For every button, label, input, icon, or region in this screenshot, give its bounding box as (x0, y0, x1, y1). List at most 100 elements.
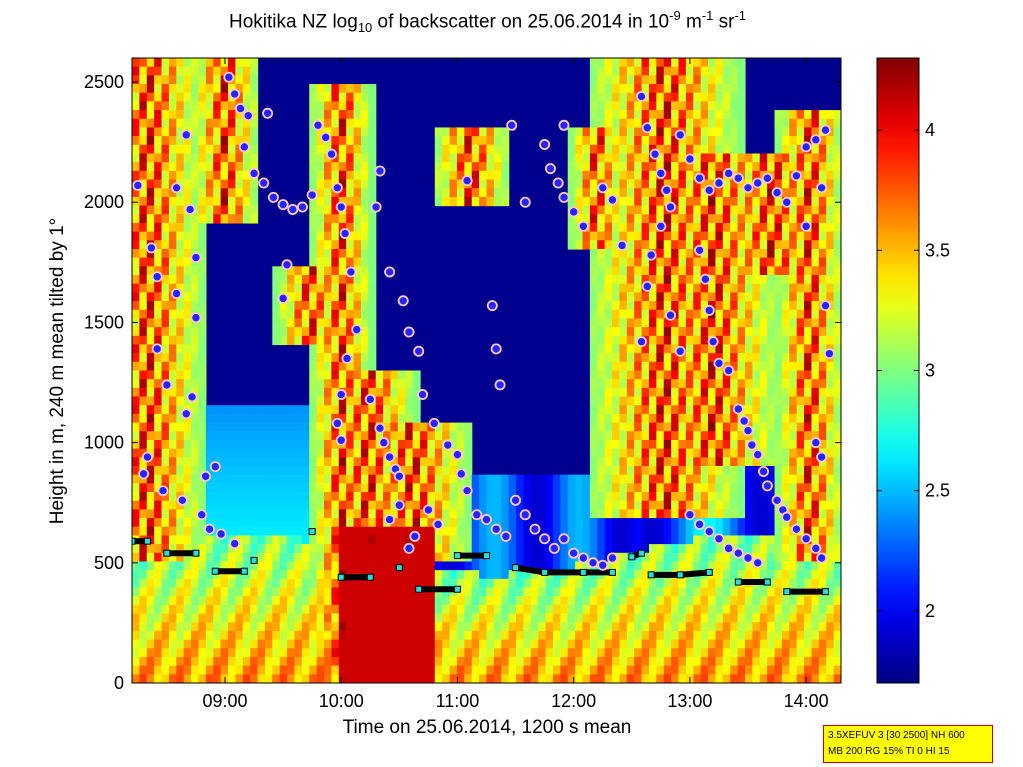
heatmap-cell (338, 162, 347, 172)
heatmap-cell (242, 118, 251, 129)
heatmap-cell (213, 622, 222, 632)
heatmap-cell (183, 153, 192, 163)
heatmap-cell (316, 639, 325, 649)
heatmap-cell (774, 344, 783, 354)
heatmap-cell (139, 422, 148, 432)
heatmap-cell (338, 535, 347, 545)
heatmap-cell (700, 84, 709, 94)
heatmap-cell (464, 465, 473, 476)
heatmap-cell (198, 257, 207, 267)
heatmap-cell (168, 196, 177, 207)
heatmap-cell (405, 413, 414, 424)
heatmap-cell (693, 257, 702, 267)
heatmap-cell (538, 526, 547, 537)
heatmap-cell (353, 413, 362, 424)
heatmap-cell (634, 570, 643, 580)
heatmap-cell (176, 283, 185, 293)
heatmap-cell (383, 396, 392, 406)
heatmap-cell (774, 301, 783, 311)
heatmap-cell (368, 370, 377, 380)
heatmap-cell (708, 379, 717, 389)
heatmap-cell (722, 153, 731, 163)
heatmap-cell (161, 630, 170, 641)
heatmap-cell (774, 292, 783, 302)
heatmap-cell (154, 431, 163, 441)
heatmap-cell (781, 136, 790, 146)
heatmap-cell (412, 656, 421, 667)
heatmap-cell (685, 309, 694, 320)
heatmap-cell (619, 75, 628, 85)
heatmap-cell (597, 127, 606, 137)
heatmap-cell (663, 136, 672, 146)
heatmap-cell (663, 483, 672, 493)
heatmap-cell (671, 405, 680, 415)
heatmap-cell (641, 552, 650, 563)
heatmap-cell (154, 222, 163, 233)
heatmap-cell (324, 318, 333, 328)
heatmap-cell (198, 535, 207, 545)
heatmap-cell (346, 413, 355, 424)
heatmap-cell (427, 578, 436, 589)
heatmap-cell (279, 431, 288, 441)
heatmap-cell (242, 136, 251, 146)
heatmap-cell (575, 170, 584, 181)
heatmap-cell (146, 309, 155, 320)
heatmap-cell (324, 214, 333, 224)
heatmap-cell (789, 552, 798, 563)
heatmap-cell (648, 361, 657, 372)
heatmap-cell (722, 179, 731, 189)
heatmap-cell (346, 335, 355, 346)
heatmap-cell (486, 170, 495, 181)
heatmap-cell (493, 136, 502, 146)
heatmap-cell (774, 110, 783, 120)
heatmap-cell (294, 526, 303, 537)
heatmap-cell (567, 665, 576, 675)
heatmap-cell (353, 361, 362, 372)
heatmap-cell (242, 439, 251, 450)
heatmap-cell (146, 327, 155, 337)
heatmap-cell (434, 162, 443, 172)
heatmap-cell (168, 405, 177, 415)
heatmap-cell (287, 639, 296, 649)
heatmap-cell (205, 205, 214, 215)
heatmap-cell (161, 439, 170, 450)
heatmap-cell (685, 162, 694, 172)
heatmap-cell (656, 353, 665, 363)
heatmap-cell (360, 370, 369, 380)
heatmap-cell (597, 75, 606, 85)
heatmap-cell (612, 578, 621, 589)
heatmap-cell (420, 639, 429, 649)
heatmap-cell (205, 188, 214, 198)
heatmap-cell (486, 570, 495, 580)
heatmap-cell (198, 309, 207, 320)
heatmap-cell (774, 457, 783, 467)
heatmap-cell (287, 656, 296, 667)
heatmap-cell (420, 604, 429, 615)
heatmap-cell (722, 535, 731, 545)
heatmap-cell (397, 422, 406, 432)
heatmap-cell (722, 552, 731, 563)
heatmap-cell (228, 656, 236, 667)
heatmap-cell (338, 240, 347, 250)
heatmap-cell (132, 301, 140, 311)
heatmap-cell (353, 648, 362, 658)
heatmap-cell (789, 439, 798, 450)
heatmap-cell (375, 622, 384, 632)
heatmap-cell (575, 205, 584, 215)
heatmap-cell (235, 578, 244, 589)
heatmap-cell (198, 222, 207, 233)
heatmap-cell (383, 500, 392, 510)
heatmap-cell (804, 526, 813, 537)
heatmap-cell (294, 622, 303, 632)
heatmap-cell (744, 283, 753, 293)
heatmap-cell (324, 535, 333, 545)
heatmap-cell (420, 509, 429, 519)
heatmap-cell (316, 214, 325, 224)
heatmap-cell (582, 578, 591, 589)
heatmap-cell (774, 439, 783, 450)
heatmap-cell (264, 587, 273, 597)
heatmap-cell (589, 604, 598, 615)
heatmap-cell (752, 222, 761, 233)
heatmap-cell (205, 457, 214, 467)
heatmap-cell (213, 66, 222, 76)
